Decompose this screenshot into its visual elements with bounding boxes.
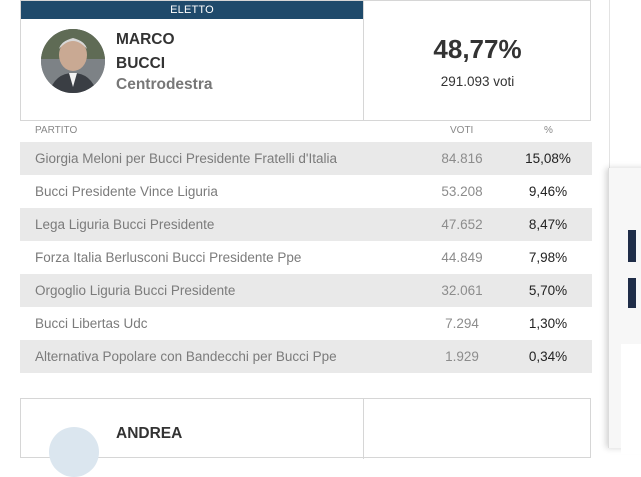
party-pct: 5,70% (528, 283, 568, 298)
candidate-name: MARCO BUCCI (116, 28, 175, 76)
side-panel-graphic-icon (628, 278, 636, 308)
side-panel-graphic-icon (628, 230, 636, 262)
party-name: Alternativa Popolare con Bandecchi per B… (35, 349, 337, 364)
party-name: Lega Liguria Bucci Presidente (35, 217, 215, 232)
next-candidate-name: ANDREA (116, 425, 183, 442)
party-votes: 47.652 (441, 217, 483, 232)
header-pct: % (544, 125, 553, 136)
party-votes: 84.816 (441, 151, 483, 166)
party-votes: 32.061 (441, 283, 483, 298)
party-votes: 7.294 (445, 316, 479, 331)
party-results-table: PARTITO VOTI % Giorgia Meloni per Bucci … (20, 122, 592, 373)
table-row: Alternativa Popolare con Bandecchi per B… (20, 340, 592, 373)
winner-card: ELETTO MARCO BUCCI Centrodestra 48,77% 2… (20, 0, 591, 121)
side-panel[interactable] (608, 168, 641, 454)
elected-badge: ELETTO (21, 1, 363, 19)
party-pct: 0,34% (528, 349, 568, 364)
table-row: Giorgia Meloni per Bucci Presidente Frat… (20, 142, 592, 175)
table-header: PARTITO VOTI % (20, 122, 592, 142)
candidate-coalition: Centrodestra (116, 76, 213, 93)
candidate-last-name: BUCCI (116, 55, 166, 72)
avatar (49, 427, 99, 477)
party-name: Orgoglio Liguria Bucci Presidente (35, 283, 236, 298)
party-pct: 8,47% (528, 217, 568, 232)
table-row: Bucci Libertas Udc 7.294 1,30% (20, 307, 592, 340)
party-votes: 53.208 (441, 184, 483, 199)
party-name: Giorgia Meloni per Bucci Presidente Frat… (35, 151, 337, 166)
party-name: Bucci Libertas Udc (35, 316, 148, 331)
table-row: Orgoglio Liguria Bucci Presidente 32.061… (20, 274, 592, 307)
candidate-photo-icon (41, 29, 105, 93)
winner-info: ELETTO MARCO BUCCI Centrodestra (21, 1, 364, 120)
candidate-first-name: MARCO (116, 31, 175, 48)
avatar (41, 29, 105, 93)
party-pct: 1,30% (528, 316, 568, 331)
party-name: Forza Italia Berlusconi Bucci Presidente… (35, 250, 302, 265)
party-votes: 44.849 (441, 250, 483, 265)
table-row: Lega Liguria Bucci Presidente 47.652 8,4… (20, 208, 592, 241)
party-pct: 7,98% (528, 250, 568, 265)
party-votes: 1.929 (445, 349, 479, 364)
party-pct: 9,46% (528, 184, 568, 199)
next-candidate-card: ANDREA (20, 398, 591, 477)
side-panel-content (621, 344, 641, 454)
table-row: Forza Italia Berlusconi Bucci Presidente… (20, 241, 592, 274)
winner-percentage: 48,77% (433, 34, 522, 64)
party-name: Bucci Presidente Vince Liguria (35, 184, 218, 199)
table-row: Bucci Presidente Vince Liguria 53.208 9,… (20, 175, 592, 208)
winner-votes: 291.093 voti (440, 74, 515, 89)
next-candidate-info: ANDREA (21, 399, 364, 477)
party-pct: 15,08% (525, 151, 571, 166)
header-votes: VOTI (450, 125, 474, 136)
header-party: PARTITO (35, 125, 78, 136)
